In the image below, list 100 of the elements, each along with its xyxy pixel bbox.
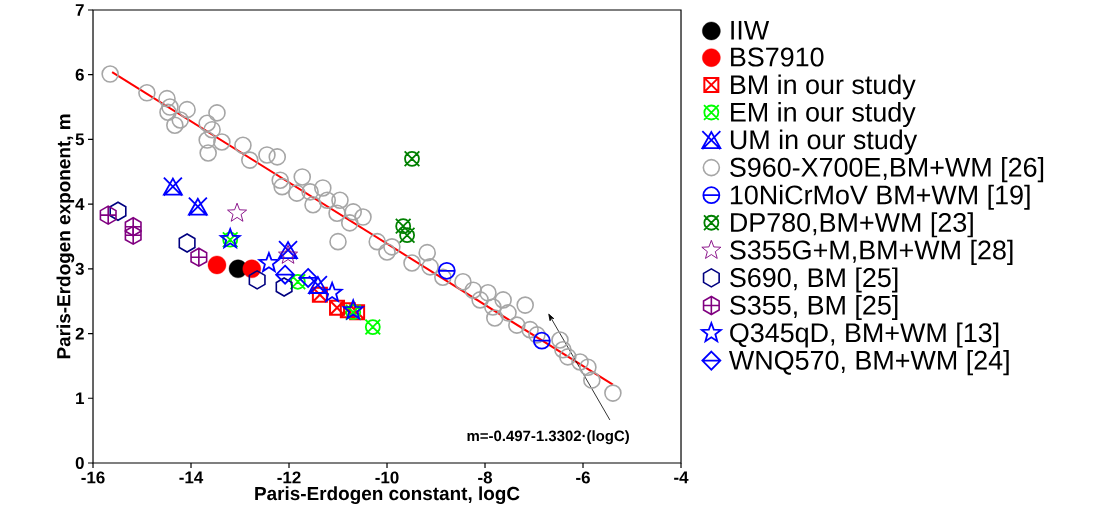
point xyxy=(242,259,261,279)
y-tick-label: 5 xyxy=(75,133,85,146)
point xyxy=(171,111,190,129)
point xyxy=(288,184,306,202)
point xyxy=(318,191,337,210)
x-tick-label: -16 xyxy=(81,471,105,484)
point xyxy=(464,281,483,299)
y-tick-label: 0 xyxy=(75,456,84,469)
y-axis-title: Paris-Erdogen exponent, m xyxy=(56,114,75,359)
point xyxy=(516,296,534,314)
point xyxy=(532,331,551,350)
point xyxy=(328,204,346,222)
legend-label: S355G+M,BM+WM [28] xyxy=(730,239,1013,265)
legend-label: EM in our study xyxy=(731,101,916,128)
point xyxy=(293,168,312,186)
point xyxy=(364,318,382,336)
point xyxy=(331,191,349,210)
y-tick-label: 6 xyxy=(75,68,84,81)
legend-label: S960-X700E,BM+WM [26] xyxy=(730,157,1044,183)
point xyxy=(604,384,622,402)
legend-label: Q345qD, BM+WM [13] xyxy=(730,322,999,348)
y-tick-label: 7 xyxy=(75,4,84,16)
legend-label: UM in our study xyxy=(730,129,918,155)
point xyxy=(124,216,142,237)
point xyxy=(248,270,266,290)
point xyxy=(213,133,231,151)
point xyxy=(271,171,289,189)
point xyxy=(124,225,142,245)
point xyxy=(234,136,252,155)
point xyxy=(301,183,319,201)
point xyxy=(208,104,226,122)
point xyxy=(187,196,208,217)
point xyxy=(101,65,119,83)
y-tick-label: 1 xyxy=(76,392,85,405)
legend-label: BS7910 xyxy=(731,47,824,67)
point xyxy=(383,238,401,256)
point xyxy=(241,151,259,169)
point xyxy=(166,116,184,134)
point xyxy=(190,247,208,267)
point xyxy=(268,148,287,166)
legend-label: BM in our study xyxy=(731,74,916,100)
point xyxy=(528,326,546,344)
x-tick-label: -4 xyxy=(674,471,689,484)
point xyxy=(178,233,196,253)
point xyxy=(321,281,343,302)
point xyxy=(494,291,512,309)
legend-label: WNQ570, BM+WM [24] xyxy=(728,350,1009,376)
point xyxy=(311,286,328,303)
point xyxy=(178,100,196,119)
legend-label: S355, BM [25] xyxy=(730,294,898,321)
point xyxy=(354,208,372,226)
point xyxy=(349,304,366,321)
y-tick-label: 3 xyxy=(75,262,84,275)
point xyxy=(551,331,569,349)
point xyxy=(304,195,322,214)
point xyxy=(227,202,248,222)
annotation: m=-0.497-1.3302·(logC) xyxy=(467,430,629,445)
point xyxy=(579,358,597,377)
point xyxy=(486,309,504,327)
point xyxy=(198,131,216,149)
point xyxy=(109,201,127,222)
point xyxy=(199,144,217,162)
point xyxy=(398,226,416,244)
point xyxy=(559,348,577,366)
legend-label: 10NiCrMoV BM+WM [19] xyxy=(730,184,1030,210)
x-tick-label: -8 xyxy=(478,471,493,484)
point xyxy=(583,371,601,389)
point xyxy=(275,277,293,297)
point xyxy=(454,272,472,291)
point xyxy=(198,114,216,133)
point xyxy=(521,320,539,339)
legend-label: IIW xyxy=(731,20,770,40)
point xyxy=(203,120,221,139)
legend-label: S690, BM [25] xyxy=(730,267,898,293)
point xyxy=(484,298,502,316)
point xyxy=(329,232,347,251)
point xyxy=(258,146,276,164)
point xyxy=(421,258,439,276)
x-axis-title: Paris-Erdogen constant, logC xyxy=(255,486,520,505)
point xyxy=(207,255,227,275)
point xyxy=(418,243,436,262)
point xyxy=(499,304,517,322)
point xyxy=(273,177,291,196)
y-tick-label: 2 xyxy=(75,327,84,340)
point xyxy=(159,103,177,122)
point xyxy=(340,214,359,232)
point xyxy=(162,176,183,197)
x-tick-label: -14 xyxy=(179,471,204,484)
point xyxy=(378,243,396,261)
point xyxy=(479,283,497,302)
point xyxy=(554,340,572,359)
point xyxy=(403,254,421,272)
point xyxy=(275,264,295,285)
point xyxy=(329,299,346,316)
point xyxy=(158,89,176,108)
point xyxy=(314,179,332,197)
point xyxy=(161,98,179,116)
x-tick-label: -6 xyxy=(576,471,590,484)
point xyxy=(99,205,117,225)
point xyxy=(434,268,452,287)
